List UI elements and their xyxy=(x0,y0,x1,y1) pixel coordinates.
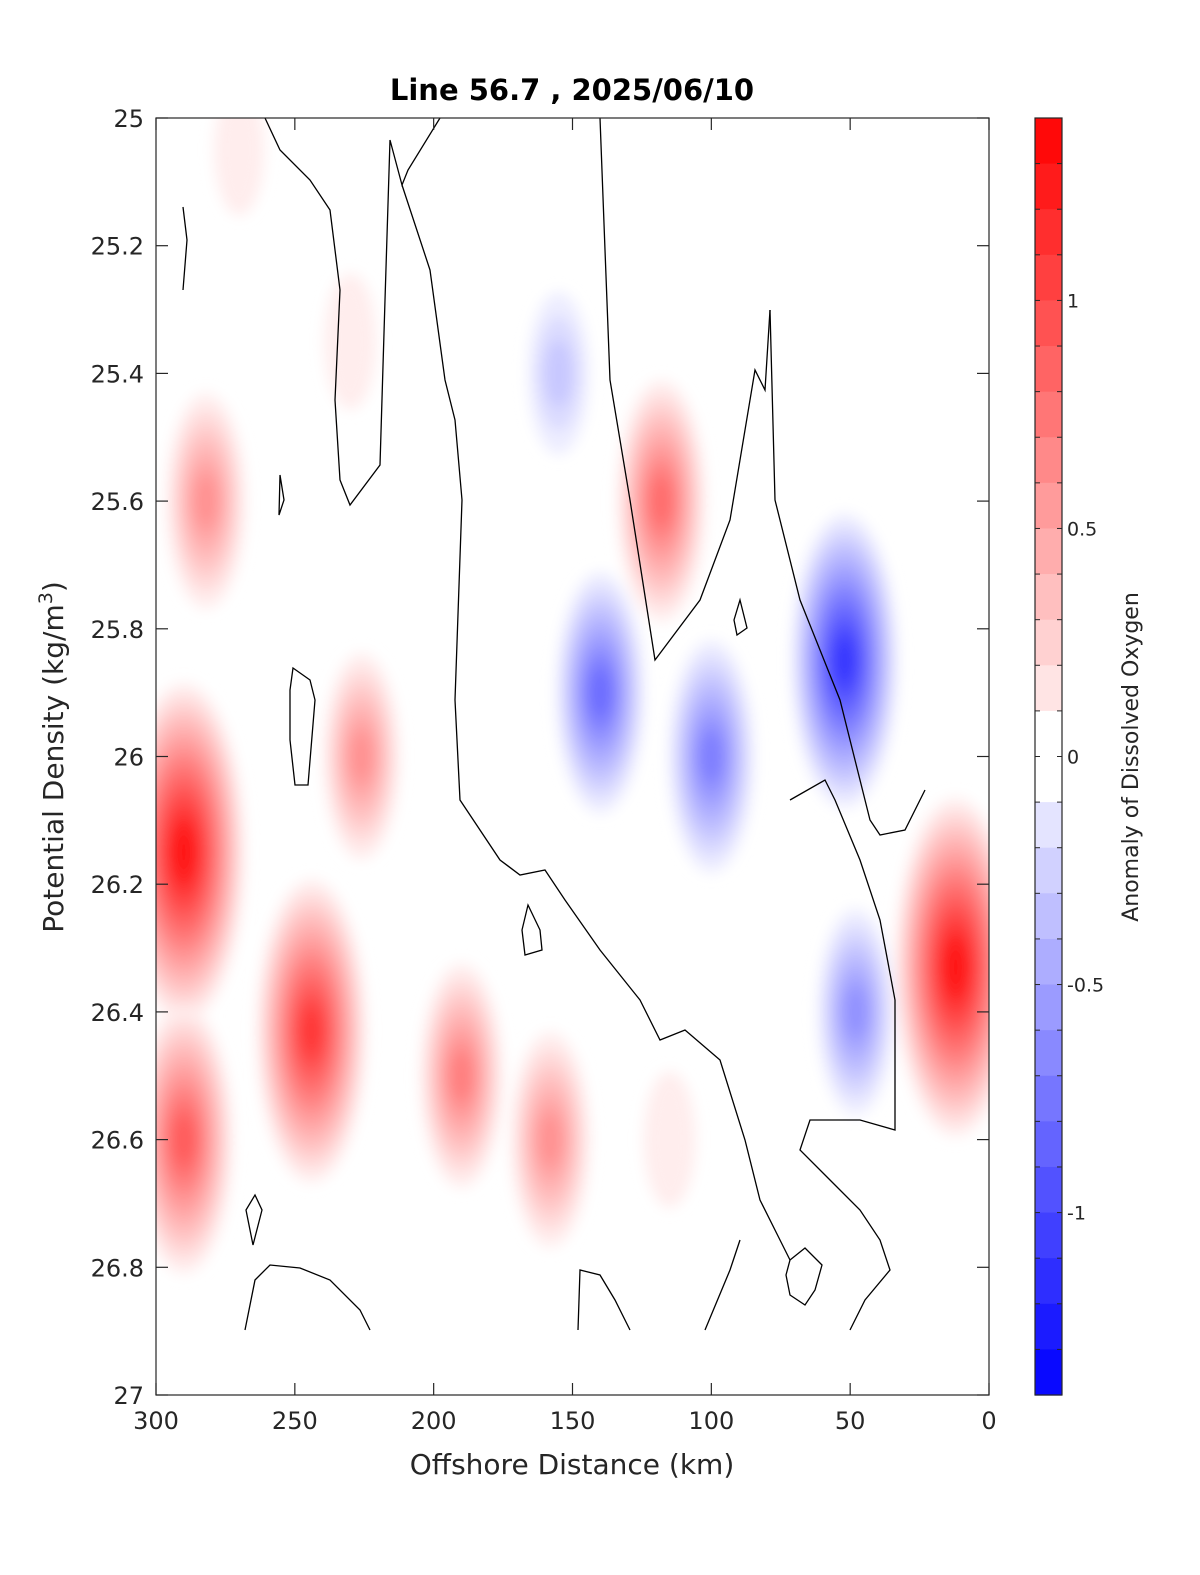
anomaly-blob xyxy=(834,638,855,684)
colorbar-label: Anomaly of Dissolved Oxygen xyxy=(1119,592,1144,922)
colorbar-band xyxy=(1035,163,1062,210)
x-tick-label: 100 xyxy=(688,1407,734,1435)
colorbar-band xyxy=(1035,528,1062,575)
anomaly-blob xyxy=(214,118,265,216)
anomaly-blob xyxy=(350,731,373,782)
y-axis-label-close: ) xyxy=(37,581,70,592)
colorbar-band xyxy=(1035,254,1062,302)
colorbar-band xyxy=(1035,665,1062,712)
zero-contour-line xyxy=(577,1269,631,1331)
zero-contour-line xyxy=(182,206,188,291)
y-tick-label: 26.4 xyxy=(91,999,144,1027)
anomaly-blob xyxy=(173,1115,195,1164)
zero-contours xyxy=(182,118,926,1331)
x-tick-label: 250 xyxy=(272,1407,318,1435)
colorbar-band xyxy=(1035,391,1062,438)
y-tick-label: 25.6 xyxy=(91,488,144,516)
anomaly-blob xyxy=(301,1008,322,1054)
x-tick-label: 200 xyxy=(411,1407,457,1435)
colorbar-tick-label: -1 xyxy=(1067,1203,1086,1225)
anomaly-blob xyxy=(544,339,573,408)
anomaly-blob xyxy=(173,830,194,875)
colorbar-band xyxy=(1035,1303,1062,1350)
colorbar-band xyxy=(1035,1121,1062,1168)
zero-contour-line xyxy=(785,1247,823,1306)
zero-contour-line xyxy=(264,118,441,507)
colorbar-band xyxy=(1035,437,1062,484)
chart-title: Line 56.7 , 2025/06/10 xyxy=(390,73,754,107)
anomaly-blob xyxy=(194,474,218,528)
anomaly-blob xyxy=(643,1071,696,1208)
colorbar-tick-label: 1 xyxy=(1067,290,1079,312)
y-tick-label: 26 xyxy=(113,744,144,772)
y-tick-label: 25.2 xyxy=(91,233,144,261)
y-tick-label: 25.4 xyxy=(91,360,144,388)
x-axis-label: Offshore Distance (km) xyxy=(410,1448,735,1481)
anomaly-blob xyxy=(450,1051,473,1101)
y-tick-label: 26.2 xyxy=(91,871,144,899)
zero-contour-line xyxy=(599,118,771,662)
colorbar-band xyxy=(1035,1030,1062,1077)
zero-contour-line xyxy=(289,666,316,786)
colorbar-tick-label: 0.5 xyxy=(1067,518,1097,540)
y-tick-label: 25 xyxy=(113,105,144,133)
zero-contour-line xyxy=(789,779,896,1331)
colorbar-band xyxy=(1035,574,1062,621)
colorbar-band xyxy=(1035,847,1062,894)
zero-contour-line xyxy=(733,597,748,637)
y-axis-label: Potential Density (kg/m3) xyxy=(35,581,70,933)
y-tick-label: 26.6 xyxy=(91,1127,144,1155)
colorbar-band xyxy=(1035,1166,1062,1214)
colorbar-band xyxy=(1035,984,1062,1031)
zero-contour-line xyxy=(245,1193,263,1246)
colorbar-tick-label: -0.5 xyxy=(1067,975,1104,997)
x-tick-label: 50 xyxy=(835,1407,866,1435)
colorbar-band xyxy=(1035,1212,1062,1259)
x-axis: 300 250 200 150 100 50 0 xyxy=(133,118,997,1435)
colorbar-band xyxy=(1035,209,1062,256)
x-tick-label: 0 xyxy=(981,1407,996,1435)
zero-contour-line xyxy=(401,184,791,1261)
x-tick-label: 300 xyxy=(133,1407,179,1435)
y-axis-label-main: Potential Density (kg/m xyxy=(37,604,70,933)
y-tick-label: 26.8 xyxy=(91,1254,144,1282)
x-tick-label: 150 xyxy=(550,1407,596,1435)
colorbar-band xyxy=(1035,1349,1062,1396)
colorbar-band xyxy=(1035,1075,1062,1122)
anomaly-blob xyxy=(700,731,723,782)
colorbar-band xyxy=(1035,802,1062,849)
zero-contour-line xyxy=(769,309,926,836)
colorbar-band xyxy=(1035,710,1062,758)
anomaly-blob xyxy=(538,1113,562,1166)
anomaly-blob xyxy=(844,986,868,1038)
colorbar-frame xyxy=(1034,117,1063,1396)
colorbar-band xyxy=(1035,893,1062,940)
zero-contour-line xyxy=(278,474,285,516)
zero-contour-line xyxy=(521,903,543,956)
anomaly-blob xyxy=(324,273,377,410)
colorbar-band xyxy=(1035,482,1062,530)
colorbar-band xyxy=(1035,1258,1062,1305)
y-tick-label: 27 xyxy=(113,1382,144,1410)
anomaly-blob xyxy=(945,945,966,990)
anomaly-field xyxy=(156,118,989,1274)
colorbar-band xyxy=(1035,300,1062,347)
colorbar-band xyxy=(1035,938,1062,986)
colorbar-tick-label: 0 xyxy=(1067,747,1079,769)
colorbar: 1 0.5 0 -0.5 -1 xyxy=(1034,117,1104,1396)
y-axis-label-superscript: 3 xyxy=(35,592,57,604)
colorbar-band xyxy=(1035,118,1062,165)
anomaly-blob xyxy=(589,668,612,717)
anomaly-blob xyxy=(650,477,673,525)
colorbar-band xyxy=(1035,756,1062,803)
y-axis: 25 25.2 25.4 25.6 25.8 26 26.2 26.4 26.6 26.8 27 xyxy=(91,105,989,1410)
colorbar-band xyxy=(1035,346,1062,393)
zero-contour-line xyxy=(244,1264,371,1331)
colorbar-band xyxy=(1035,619,1062,666)
y-tick-label: 25.8 xyxy=(91,616,144,644)
zero-contour-line xyxy=(704,1239,741,1331)
